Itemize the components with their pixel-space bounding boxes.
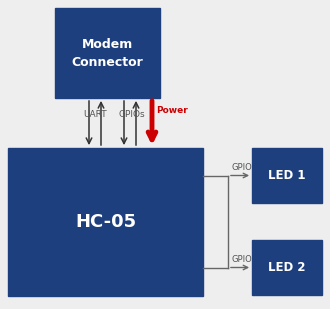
Bar <box>252 240 322 295</box>
Text: GPIO: GPIO <box>232 163 253 172</box>
Bar <box>55 8 160 98</box>
Text: Modem
Connector: Modem Connector <box>72 37 143 69</box>
Bar <box>8 148 203 296</box>
Text: GPIOs: GPIOs <box>119 110 145 119</box>
Bar <box>252 148 322 203</box>
Text: UART: UART <box>83 110 107 119</box>
Text: HC-05: HC-05 <box>75 213 136 231</box>
Text: LED 2: LED 2 <box>268 261 306 274</box>
Text: Power: Power <box>156 106 188 115</box>
Text: GPIO: GPIO <box>232 256 253 265</box>
Text: LED 1: LED 1 <box>268 169 306 182</box>
